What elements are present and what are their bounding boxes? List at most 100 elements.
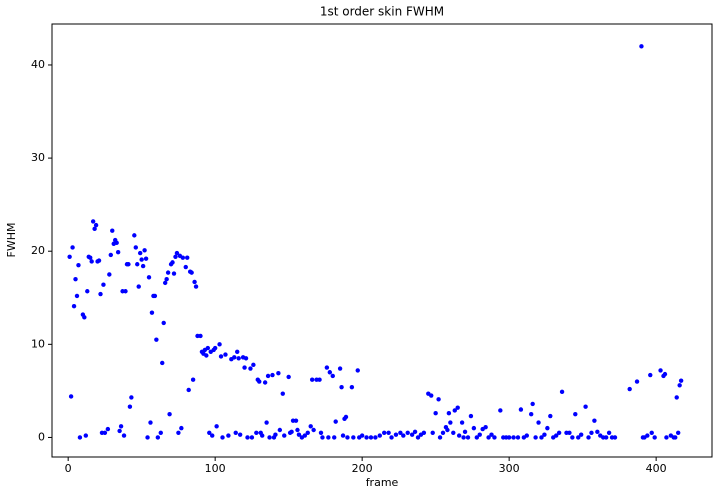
point <box>218 354 224 359</box>
point <box>117 428 122 434</box>
point <box>340 433 346 438</box>
point <box>220 435 225 440</box>
point <box>180 255 186 260</box>
point <box>409 432 415 437</box>
point <box>189 270 194 275</box>
point <box>511 435 516 440</box>
point <box>217 342 222 347</box>
point <box>108 252 113 258</box>
point <box>355 368 360 373</box>
point <box>349 384 355 390</box>
plot-frame <box>51 23 713 458</box>
point <box>257 379 262 384</box>
point <box>142 248 147 253</box>
point <box>446 411 452 416</box>
point <box>542 432 547 437</box>
point <box>486 435 491 440</box>
point <box>98 291 103 297</box>
point <box>158 430 163 435</box>
point <box>270 372 275 378</box>
point <box>567 430 572 435</box>
point <box>214 424 219 429</box>
point <box>198 333 203 339</box>
point <box>339 384 344 390</box>
point <box>192 279 197 285</box>
point <box>260 433 265 438</box>
point <box>474 435 480 440</box>
point <box>675 430 681 435</box>
point <box>212 345 218 351</box>
point <box>603 435 609 440</box>
point <box>135 262 140 267</box>
point <box>174 250 180 256</box>
point <box>337 366 343 371</box>
point <box>309 377 315 382</box>
point <box>190 377 196 382</box>
point <box>264 420 269 425</box>
point <box>658 368 663 373</box>
y-tick-label: 20 <box>31 244 45 257</box>
point <box>249 435 255 440</box>
point <box>289 429 294 435</box>
point <box>317 377 322 382</box>
point <box>556 430 562 435</box>
point <box>573 411 578 417</box>
point <box>536 420 541 425</box>
point <box>123 289 128 294</box>
point <box>205 345 211 351</box>
point <box>515 435 521 440</box>
point <box>320 435 325 440</box>
point <box>276 370 281 376</box>
point <box>528 411 534 417</box>
point <box>207 430 212 435</box>
point <box>149 310 155 315</box>
point <box>127 404 133 409</box>
point <box>265 373 271 379</box>
point <box>445 427 450 433</box>
point <box>308 424 313 429</box>
point <box>82 315 87 320</box>
point <box>553 433 559 438</box>
point <box>154 337 159 342</box>
point <box>455 405 460 410</box>
point <box>262 380 268 385</box>
point <box>155 435 161 440</box>
point <box>673 435 678 440</box>
x-tick-label: 400 <box>646 462 667 475</box>
point <box>373 435 378 440</box>
point <box>456 433 462 438</box>
point <box>592 418 597 423</box>
point <box>530 401 535 407</box>
point <box>286 374 291 380</box>
point <box>548 413 553 419</box>
point <box>85 289 90 294</box>
point <box>226 433 231 438</box>
point <box>578 432 584 437</box>
point <box>235 349 240 354</box>
point <box>634 379 640 384</box>
point <box>162 280 168 286</box>
y-axis-label: FWHM <box>5 223 18 258</box>
point <box>173 254 178 259</box>
point <box>489 432 494 437</box>
point <box>389 435 394 440</box>
point <box>645 433 650 438</box>
point <box>193 284 199 289</box>
point <box>524 433 529 438</box>
point <box>471 425 477 431</box>
y-tick-label: 30 <box>31 151 45 164</box>
point <box>273 432 278 437</box>
x-tick-label: 0 <box>65 462 72 475</box>
point <box>586 435 591 440</box>
point <box>448 420 453 425</box>
point <box>433 411 438 416</box>
point <box>89 259 94 264</box>
point <box>277 427 283 433</box>
point <box>465 435 471 440</box>
point <box>137 250 143 256</box>
point <box>498 408 503 413</box>
point <box>245 435 250 440</box>
point <box>462 429 468 435</box>
point <box>649 430 654 435</box>
